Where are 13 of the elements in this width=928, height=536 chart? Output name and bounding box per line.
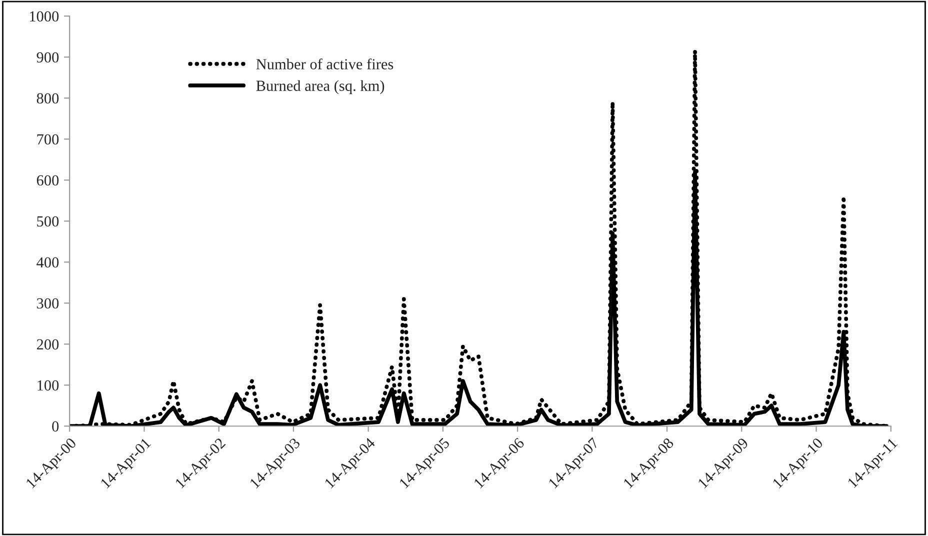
y-tick-label: 700 [37, 134, 59, 145]
y-tick-label: 900 [36, 52, 59, 63]
y-tick-label: 1000 [30, 11, 59, 22]
y-tick-label: 100 [38, 380, 59, 391]
legend-label: Number of active fires [256, 58, 394, 70]
y-tick-label: 300 [36, 298, 59, 309]
y-tick-label: 0 [52, 421, 59, 432]
y-tick-label: 400 [36, 257, 59, 268]
legend-label: Burned area (sq. km) [256, 80, 384, 94]
y-tick-label: 500 [37, 216, 59, 227]
y-tick-label: 600 [36, 175, 59, 186]
y-tick-label: 200 [36, 339, 59, 350]
y-tick-label: 800 [36, 93, 59, 104]
